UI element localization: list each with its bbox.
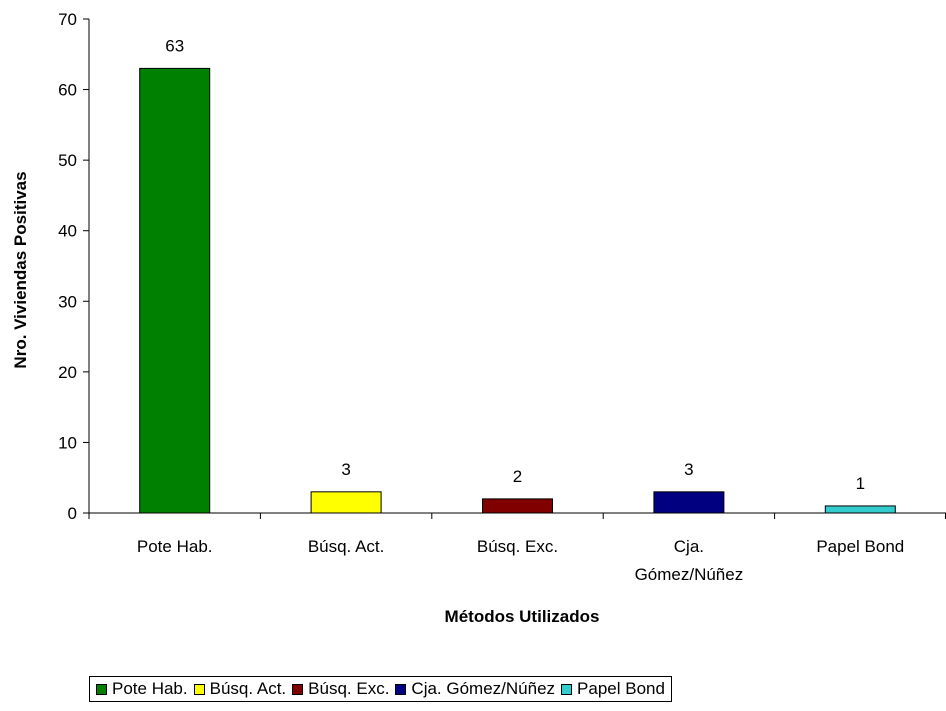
data-label: 2 — [513, 467, 522, 486]
x-tick-label: Búsq. Exc. — [477, 537, 558, 556]
data-label: 3 — [341, 460, 350, 479]
legend-item: Búsq. Act. — [193, 679, 287, 699]
legend-label: Búsq. Act. — [209, 679, 287, 698]
y-tick-label: 70 — [58, 10, 77, 29]
data-label: 1 — [856, 474, 865, 493]
y-axis-title: Nro. Viviendas Positivas — [11, 171, 30, 368]
legend-label: Pote Hab. — [112, 679, 188, 698]
legend-swatch — [561, 683, 573, 695]
bar — [139, 67, 211, 514]
x-tick-label: Papel Bond — [816, 537, 904, 556]
legend-label: Papel Bond — [577, 679, 665, 698]
y-tick-label: 20 — [58, 363, 77, 382]
legend-item: Papel Bond — [561, 679, 665, 699]
legend-item: Pote Hab. — [96, 679, 188, 699]
x-tick-label-line: Gómez/Núñez — [635, 565, 744, 584]
data-labels: 63 3 2 3 1 — [165, 36, 865, 493]
y-tick-label: 40 — [58, 222, 77, 241]
legend-swatch — [292, 683, 304, 695]
bar — [310, 491, 382, 514]
legend-label: Cja. Gómez/Núñez — [411, 679, 556, 698]
y-tick-label: 50 — [58, 151, 77, 170]
x-tick-label: Búsq. Act. — [308, 537, 385, 556]
x-tick-label-line: Papel Bond — [816, 537, 904, 556]
x-tick-label-line: Cja. — [674, 537, 704, 556]
legend-swatch — [395, 683, 407, 695]
x-axis: Pote Hab. Búsq. Act. Búsq. Exc. Cja. Gómez/N… — [88, 512, 946, 584]
x-tick-label-line: Búsq. Exc. — [477, 537, 558, 556]
x-tick-label-line: Búsq. Act. — [308, 537, 385, 556]
legend: Pote Hab. Búsq. Act. Búsq. Exc. Cja. Gómez/… — [89, 676, 672, 702]
y-tick-label: 0 — [68, 504, 77, 523]
bar — [824, 505, 896, 514]
x-tick-label: Cja. Gómez/Núñez — [635, 537, 744, 584]
x-tick-label-line: Pote Hab. — [137, 537, 213, 556]
legend-item: Cja. Gómez/Núñez — [395, 679, 555, 699]
y-tick-label: 60 — [58, 81, 77, 100]
bar — [482, 498, 553, 514]
bars — [139, 67, 896, 514]
legend-label: Búsq. Exc. — [308, 679, 390, 698]
legend-item: Búsq. Exc. — [292, 679, 389, 699]
legend-swatch — [96, 683, 107, 695]
y-axis: 0 10 20 30 40 50 60 70 — [58, 10, 90, 523]
data-label: 63 — [165, 36, 184, 55]
y-tick-label: 30 — [58, 292, 77, 311]
bar — [653, 491, 725, 514]
x-tick-label: Pote Hab. — [137, 537, 213, 556]
x-axis-title: Métodos Utilizados — [445, 607, 600, 626]
data-label: 3 — [684, 460, 693, 479]
y-tick-label: 10 — [58, 433, 77, 452]
legend-swatch — [193, 683, 205, 695]
